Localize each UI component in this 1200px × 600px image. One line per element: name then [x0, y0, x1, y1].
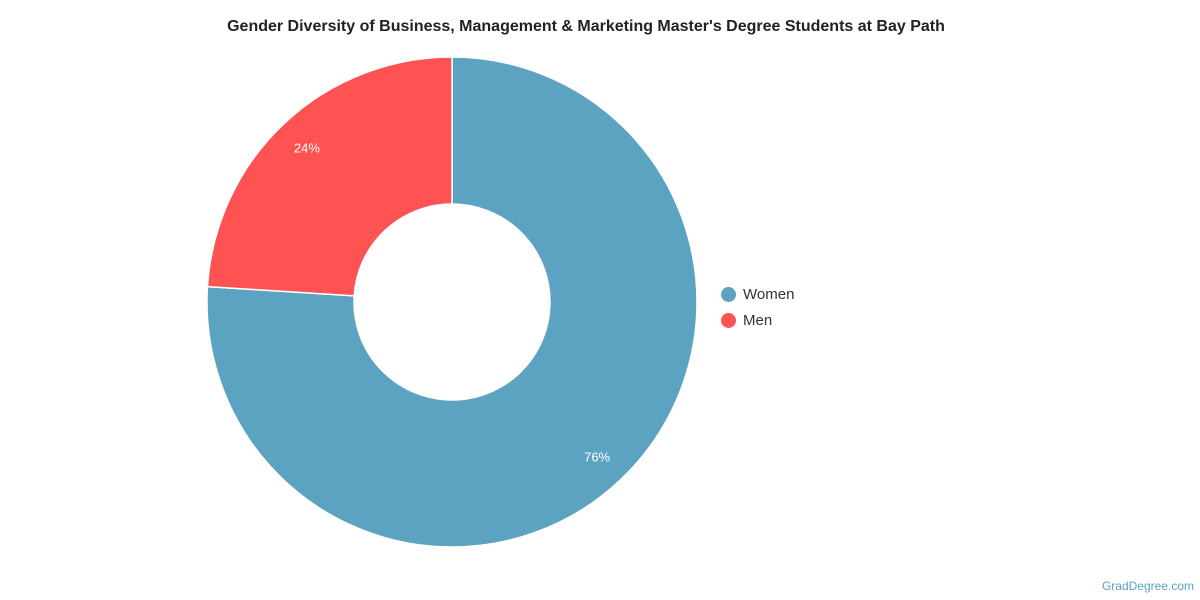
- legend-swatch-men: [721, 312, 736, 328]
- legend-label-men: Men: [743, 311, 773, 329]
- slice-women[interactable]: [206, 56, 698, 548]
- data-label-men: 24%: [294, 140, 320, 155]
- legend-swatch-women: [721, 286, 736, 302]
- legend: Women Men: [721, 281, 794, 333]
- data-label-women: 76%: [584, 450, 610, 465]
- legend-item-women[interactable]: Women: [721, 281, 794, 307]
- legend-label-women: Women: [743, 285, 795, 303]
- chart-title: Gender Diversity of Business, Management…: [227, 18, 945, 35]
- slice-men[interactable]: [206, 56, 453, 297]
- legend-item-men[interactable]: Men: [721, 307, 794, 333]
- credit-link[interactable]: GradDegree.com: [1101, 579, 1194, 593]
